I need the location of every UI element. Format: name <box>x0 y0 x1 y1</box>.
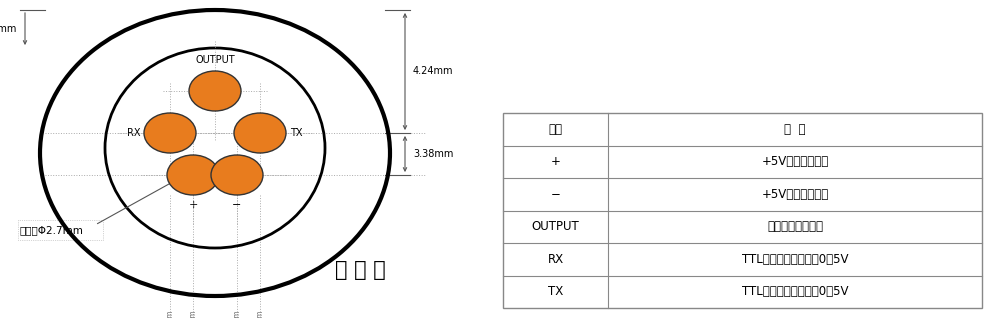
Bar <box>503 113 982 308</box>
Text: 3.38mm: 3.38mm <box>413 149 453 159</box>
Text: OUTPUT: OUTPUT <box>195 55 235 65</box>
Text: +5V电源输入正极: +5V电源输入正极 <box>762 155 828 168</box>
Text: 模拟电压信号输出: 模拟电压信号输出 <box>767 220 823 233</box>
Text: 2.795mm: 2.795mm <box>166 309 175 318</box>
Text: TX: TX <box>290 128 303 138</box>
Text: RX: RX <box>548 253 563 266</box>
Text: 名称: 名称 <box>549 123 562 136</box>
Text: 2.795mm: 2.795mm <box>256 309 265 318</box>
Text: 0.43mm: 0.43mm <box>0 24 17 34</box>
Ellipse shape <box>211 155 263 195</box>
Text: 2.54mm: 2.54mm <box>188 309 197 318</box>
Text: 2.54mm: 2.54mm <box>232 309 241 318</box>
Text: −: − <box>232 200 242 210</box>
Ellipse shape <box>167 155 219 195</box>
Ellipse shape <box>234 113 286 153</box>
Text: TX: TX <box>548 285 563 298</box>
Text: −: − <box>551 188 560 201</box>
Text: TTL电平，串口发送，0～5V: TTL电平，串口发送，0～5V <box>742 285 848 298</box>
Text: 4.24mm: 4.24mm <box>413 66 453 77</box>
Text: +: + <box>188 200 197 210</box>
Ellipse shape <box>144 113 196 153</box>
Text: +: + <box>551 155 560 168</box>
Text: OUTPUT: OUTPUT <box>532 220 579 233</box>
Text: 说  明: 说 明 <box>785 123 806 136</box>
Ellipse shape <box>189 71 241 111</box>
Text: 底 视 图: 底 视 图 <box>334 260 385 280</box>
Text: RX: RX <box>127 128 140 138</box>
Text: TTL电平，串口接收，0～5V: TTL电平，串口接收，0～5V <box>742 253 848 266</box>
Text: +5V电源输入负极: +5V电源输入负极 <box>762 188 828 201</box>
Text: 针座孔Φ2.7mm: 针座孔Φ2.7mm <box>20 225 84 235</box>
